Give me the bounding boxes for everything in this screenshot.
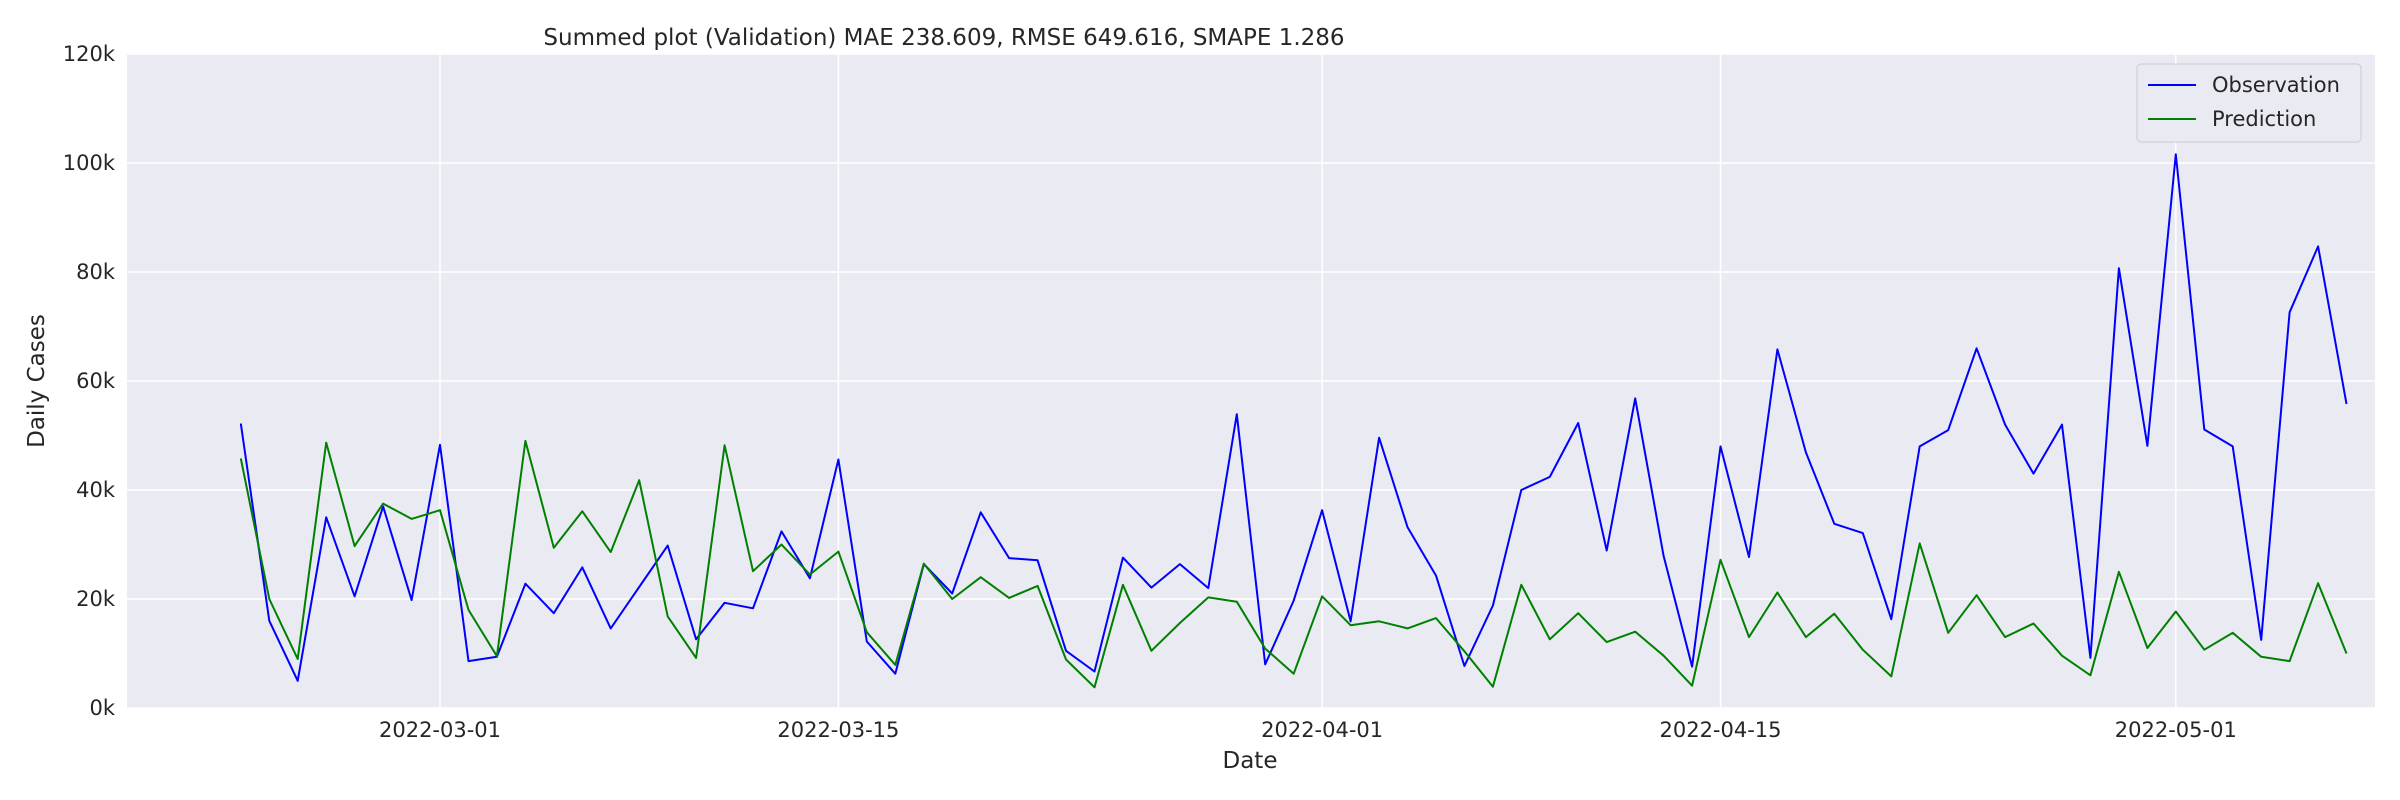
legend: Observation Prediction xyxy=(2136,63,2362,143)
x-axis-label: Date xyxy=(1223,748,1278,774)
y-tick-label: 120k xyxy=(63,42,116,66)
legend-box xyxy=(2136,63,2362,143)
x-tick-label: 2022-04-15 xyxy=(1659,718,1781,742)
y-tick-label: 100k xyxy=(63,151,116,175)
y-tick-label: 40k xyxy=(76,478,116,502)
y-tick-label: 20k xyxy=(76,587,116,611)
x-tick-label: 2022-04-01 xyxy=(1261,718,1383,742)
x-gridlines xyxy=(439,54,2177,708)
x-tick-label: 2022-03-15 xyxy=(777,718,899,742)
y-tick-label: 0k xyxy=(89,696,115,720)
chart-title: Summed plot (Validation) MAE 238.609, RM… xyxy=(543,25,1344,51)
x-tick-labels: 2022-03-01 2022-03-15 2022-04-01 2022-04-15… xyxy=(379,718,2237,742)
legend-observation-label: Observation xyxy=(2212,73,2340,97)
series-line-prediction xyxy=(239,439,2348,689)
y-tick-label: 60k xyxy=(76,369,116,393)
y-axis-label: Daily Cases xyxy=(24,314,50,448)
series-line-observation xyxy=(239,153,2348,682)
legend-prediction-label: Prediction xyxy=(2212,107,2316,131)
x-tick-label: 2022-05-01 xyxy=(2115,718,2237,742)
series-layer xyxy=(239,153,2348,689)
y-tick-labels: 0k 20k 40k 60k 80k 100k 120k xyxy=(63,42,116,720)
x-tick-label: 2022-03-01 xyxy=(379,718,501,742)
y-tick-label: 80k xyxy=(76,260,116,284)
y-gridlines xyxy=(127,53,2375,709)
